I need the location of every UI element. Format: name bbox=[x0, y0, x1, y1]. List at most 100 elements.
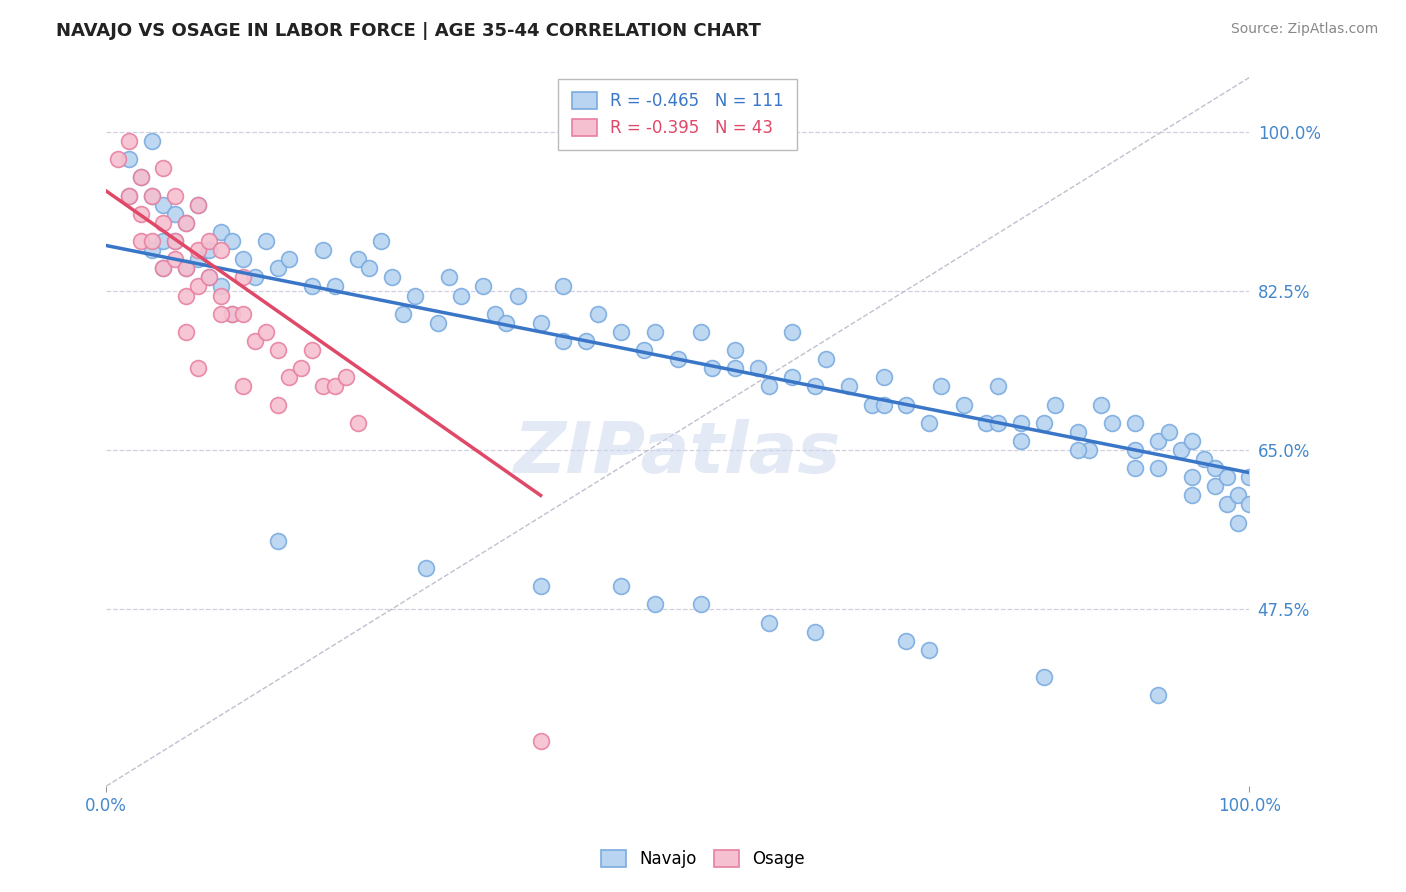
Point bbox=[896, 398, 918, 412]
Point bbox=[209, 288, 232, 302]
Point bbox=[312, 243, 335, 257]
Point bbox=[187, 361, 209, 376]
Point bbox=[323, 379, 346, 393]
Point bbox=[952, 398, 974, 412]
Point bbox=[872, 370, 894, 384]
Point bbox=[267, 261, 290, 276]
Point bbox=[118, 134, 141, 148]
Point bbox=[1032, 416, 1054, 430]
Point bbox=[163, 188, 186, 202]
Point bbox=[221, 307, 243, 321]
Point bbox=[187, 252, 209, 267]
Point bbox=[198, 243, 221, 257]
Point bbox=[404, 288, 426, 302]
Point bbox=[609, 579, 631, 593]
Point bbox=[187, 279, 209, 293]
Point bbox=[1159, 425, 1181, 439]
Point bbox=[129, 170, 152, 185]
Point bbox=[174, 325, 197, 339]
Point bbox=[724, 343, 747, 357]
Point bbox=[450, 288, 472, 302]
Point bbox=[644, 325, 666, 339]
Point bbox=[860, 398, 883, 412]
Point bbox=[1123, 442, 1146, 457]
Point bbox=[301, 343, 323, 357]
Point bbox=[780, 325, 803, 339]
Point bbox=[359, 261, 381, 276]
Point bbox=[472, 279, 495, 293]
Point bbox=[232, 307, 254, 321]
Point bbox=[1067, 425, 1090, 439]
Point bbox=[700, 361, 723, 376]
Point bbox=[174, 261, 197, 276]
Point bbox=[174, 288, 197, 302]
Point bbox=[586, 307, 609, 321]
Point bbox=[804, 624, 827, 639]
Point bbox=[198, 234, 221, 248]
Point bbox=[1192, 452, 1215, 467]
Point bbox=[929, 379, 952, 393]
Point bbox=[1215, 470, 1237, 484]
Point bbox=[346, 252, 368, 267]
Point bbox=[209, 307, 232, 321]
Point bbox=[804, 379, 827, 393]
Point bbox=[118, 188, 141, 202]
Point bbox=[174, 261, 197, 276]
Point bbox=[987, 379, 1010, 393]
Point bbox=[495, 316, 517, 330]
Point bbox=[129, 170, 152, 185]
Point bbox=[644, 598, 666, 612]
Text: Source: ZipAtlas.com: Source: ZipAtlas.com bbox=[1230, 22, 1378, 37]
Point bbox=[1078, 442, 1101, 457]
Point bbox=[1010, 416, 1032, 430]
Point bbox=[530, 733, 553, 747]
Point bbox=[1101, 416, 1123, 430]
Point bbox=[609, 325, 631, 339]
Point bbox=[815, 352, 838, 367]
Point bbox=[918, 416, 941, 430]
Point bbox=[323, 279, 346, 293]
Point bbox=[1239, 470, 1261, 484]
Point bbox=[1226, 488, 1249, 502]
Point bbox=[187, 243, 209, 257]
Point bbox=[1032, 670, 1054, 684]
Point bbox=[1147, 434, 1170, 448]
Point bbox=[747, 361, 769, 376]
Point bbox=[381, 270, 404, 285]
Point bbox=[437, 270, 460, 285]
Point bbox=[335, 370, 357, 384]
Point bbox=[1123, 416, 1146, 430]
Point bbox=[506, 288, 529, 302]
Point bbox=[209, 225, 232, 239]
Point bbox=[163, 252, 186, 267]
Point bbox=[141, 134, 163, 148]
Point bbox=[254, 325, 277, 339]
Point bbox=[267, 343, 290, 357]
Point bbox=[174, 216, 197, 230]
Point bbox=[758, 379, 780, 393]
Point bbox=[426, 316, 449, 330]
Point bbox=[575, 334, 598, 348]
Point bbox=[1090, 398, 1112, 412]
Point bbox=[141, 188, 163, 202]
Point bbox=[198, 270, 221, 285]
Point bbox=[232, 270, 254, 285]
Point bbox=[530, 316, 553, 330]
Point bbox=[780, 370, 803, 384]
Point bbox=[1204, 461, 1226, 475]
Point bbox=[1147, 688, 1170, 702]
Point bbox=[1123, 461, 1146, 475]
Point bbox=[163, 234, 186, 248]
Point bbox=[267, 533, 290, 548]
Point bbox=[243, 270, 266, 285]
Point bbox=[118, 152, 141, 166]
Point bbox=[198, 270, 221, 285]
Point bbox=[1170, 442, 1192, 457]
Point bbox=[232, 252, 254, 267]
Point bbox=[301, 279, 323, 293]
Point bbox=[896, 633, 918, 648]
Point bbox=[107, 152, 129, 166]
Point bbox=[370, 234, 392, 248]
Point bbox=[1181, 470, 1204, 484]
Point bbox=[1043, 398, 1066, 412]
